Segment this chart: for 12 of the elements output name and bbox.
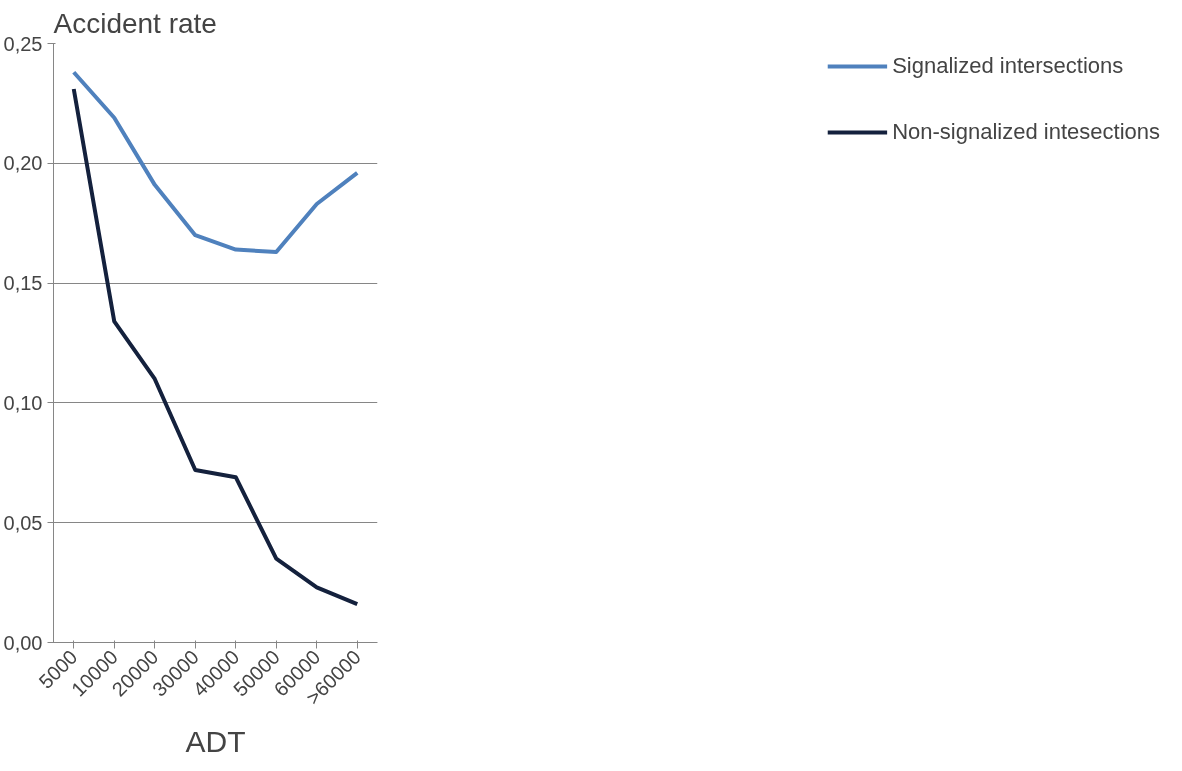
x-axis-title: ADT <box>185 724 246 758</box>
y-tick-label: 0,05 <box>3 511 43 534</box>
y-tick-label: 0,00 <box>3 631 43 654</box>
line-series <box>71 87 360 607</box>
legend-label: Signalized intersections <box>892 53 1124 79</box>
line-series <box>71 70 360 254</box>
y-tick-label: 0,25 <box>3 32 43 55</box>
legend-label: Non-signalized intesections <box>892 119 1160 145</box>
y-tick-label: 0,15 <box>3 272 43 295</box>
y-tick-label: 0,20 <box>3 152 43 175</box>
y-tick-label: 0,10 <box>3 391 43 414</box>
y-axis-title: Accident rate <box>53 7 217 39</box>
